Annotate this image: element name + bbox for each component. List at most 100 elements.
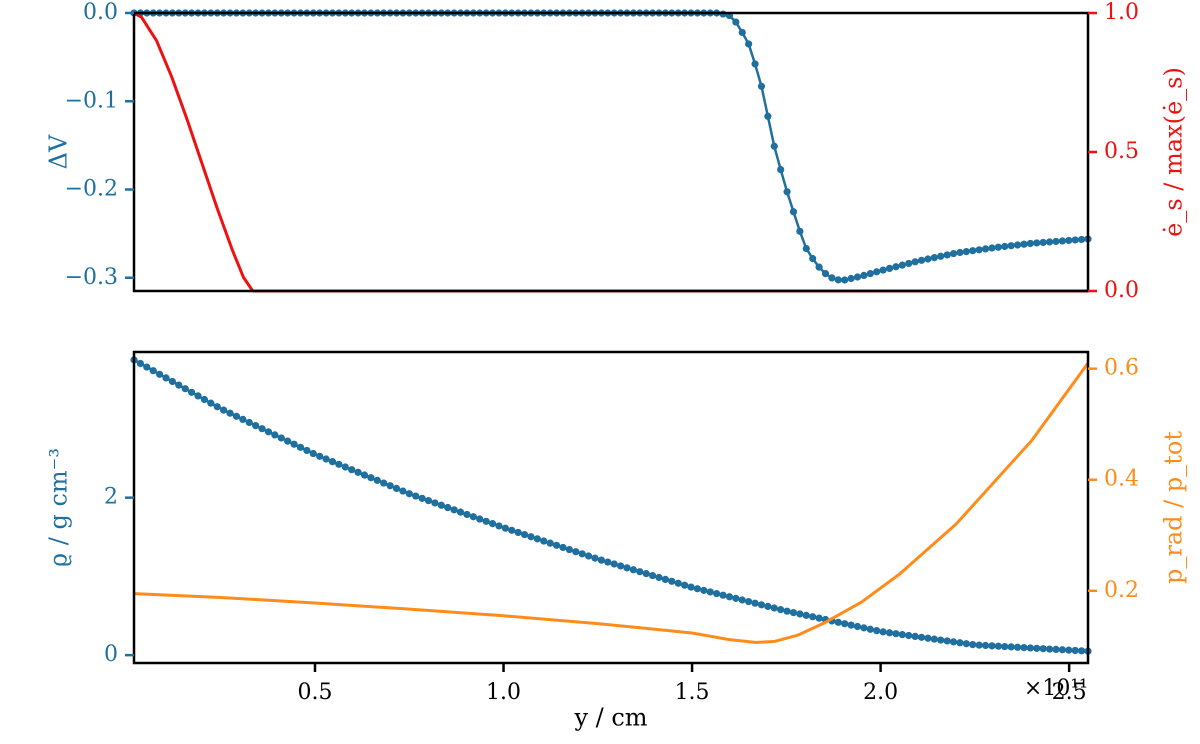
data-point (168, 377, 177, 386)
data-point (552, 541, 561, 549)
data-point (981, 245, 990, 253)
data-point (937, 636, 945, 644)
data-point (853, 622, 862, 631)
data-point (348, 466, 356, 474)
data-point (252, 422, 260, 430)
data-point (463, 510, 471, 519)
data-point (380, 479, 388, 487)
data-point (232, 412, 241, 420)
data-point (873, 627, 881, 635)
data-point (444, 503, 452, 512)
y-left-tick-label: 0 (104, 642, 118, 667)
data-point (136, 359, 145, 368)
data-point (898, 630, 906, 639)
data-point (975, 246, 983, 254)
data-point (591, 554, 599, 562)
data-point (1001, 642, 1009, 651)
data-point (162, 374, 170, 382)
data-point (802, 244, 810, 253)
data-point (911, 632, 919, 641)
data-point (642, 570, 650, 578)
data-point (828, 274, 836, 282)
data-point (873, 268, 881, 276)
data-point (815, 263, 823, 271)
data-point (962, 248, 970, 256)
data-point (540, 537, 548, 545)
data-point (245, 418, 253, 427)
data-point (578, 550, 586, 558)
data-point (533, 535, 541, 543)
x-axis-label: y / cm (573, 704, 647, 732)
data-point (1077, 235, 1086, 244)
data-point (1045, 238, 1054, 246)
data-point (303, 446, 311, 455)
data-point (373, 476, 381, 484)
data-point (271, 431, 279, 439)
data-point (668, 577, 676, 585)
data-point (892, 630, 900, 638)
data-point (937, 252, 945, 260)
data-point (258, 425, 266, 433)
data-point (335, 460, 343, 468)
y-right-tick-label: 1.0 (1104, 0, 1139, 25)
data-point (796, 227, 804, 235)
data-point (488, 520, 497, 528)
data-point (853, 273, 862, 281)
data-point (450, 506, 458, 514)
data-point (847, 621, 855, 629)
data-point (879, 266, 887, 274)
data-point (194, 392, 202, 400)
data-point (930, 635, 938, 643)
data-point (809, 613, 817, 621)
data-point (527, 533, 535, 541)
data-point (1045, 645, 1054, 653)
data-point (994, 243, 1002, 251)
data-point (175, 381, 183, 389)
data-point (783, 607, 791, 615)
data-point (898, 261, 906, 269)
x-tick-label: 2.0 (863, 680, 898, 705)
data-point (866, 625, 874, 633)
data-point (239, 415, 247, 424)
x-tick-label: 0.5 (297, 680, 332, 705)
data-point (770, 604, 778, 612)
data-point (924, 255, 932, 263)
data-point (1077, 647, 1086, 655)
y-left-axis-label: ΔV (45, 134, 73, 169)
y-right-tick-label: 0.0 (1104, 278, 1139, 303)
data-point (757, 601, 766, 609)
data-point (495, 522, 503, 530)
data-point (821, 270, 830, 278)
data-point (994, 642, 1002, 650)
data-point (764, 112, 772, 120)
data-point (559, 543, 567, 552)
data-point (482, 517, 490, 525)
y-right-tick-label: 0.5 (1104, 139, 1139, 164)
data-point (815, 614, 823, 622)
data-point (181, 385, 189, 393)
series-line (133, 358, 1089, 653)
data-point (777, 606, 785, 614)
data-point (399, 487, 407, 495)
y-left-tick-label: −0.1 (65, 88, 118, 113)
data-point (360, 471, 369, 479)
data-point (924, 634, 932, 642)
data-point (322, 455, 330, 463)
data-point (732, 18, 740, 26)
data-point (693, 585, 702, 593)
data-point (405, 490, 413, 498)
data-point (1033, 644, 1041, 652)
data-point (220, 406, 228, 414)
data-point (917, 256, 926, 264)
x-offset-label: ×10¹¹ (1024, 676, 1088, 701)
data-point (911, 258, 919, 266)
data-point (969, 640, 977, 649)
data-point (636, 568, 644, 576)
plot-frame (132, 11, 1090, 293)
data-point (1013, 241, 1022, 249)
data-point (1013, 643, 1022, 651)
data-point (841, 620, 849, 628)
data-point (962, 640, 970, 648)
y-left-tick-label: 0.0 (83, 0, 118, 25)
data-point (1020, 240, 1028, 248)
